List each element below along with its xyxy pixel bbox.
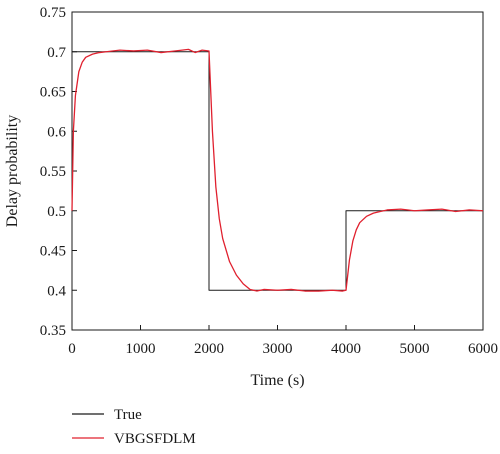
y-tick-label: 0.65 xyxy=(40,85,66,101)
legend: True VBGSFDLM xyxy=(72,407,196,447)
x-tick-label: 6000 xyxy=(468,341,498,357)
y-tick-label: 0.35 xyxy=(40,323,66,339)
y-tick-label: 0.5 xyxy=(47,204,66,220)
x-axis-title: Time (s) xyxy=(250,372,304,389)
x-tick-label: 0 xyxy=(68,341,76,357)
y-tick-label: 0.75 xyxy=(40,5,66,21)
legend-label-true: True xyxy=(114,407,142,423)
y-tick-label: 0.55 xyxy=(40,164,66,180)
x-tick-label: 4000 xyxy=(331,341,361,357)
y-tick-label: 0.4 xyxy=(47,283,66,299)
y-axis-title: Delay probability xyxy=(4,115,21,227)
labels-layer: 0 1000 2000 3000 4000 5000 6000 0.35 0.4 0.45 0.5 0… xyxy=(4,5,498,389)
axes-layer xyxy=(71,11,484,331)
x-tick-label: 2000 xyxy=(194,341,224,357)
y-tick-label: 0.45 xyxy=(40,244,66,260)
x-tick-label: 1000 xyxy=(126,341,156,357)
legend-label-vbgsfdlm: VBGSFDLM xyxy=(114,431,196,447)
plot-frame xyxy=(71,11,484,331)
x-tick-label: 5000 xyxy=(400,341,430,357)
series-line-true xyxy=(72,51,483,291)
series-layer xyxy=(71,48,484,292)
y-tick-label: 0.6 xyxy=(47,124,66,140)
y-tick-label: 0.7 xyxy=(47,45,66,61)
series-line-vbgsfdlm xyxy=(71,48,484,292)
x-tick-label: 3000 xyxy=(263,341,293,357)
